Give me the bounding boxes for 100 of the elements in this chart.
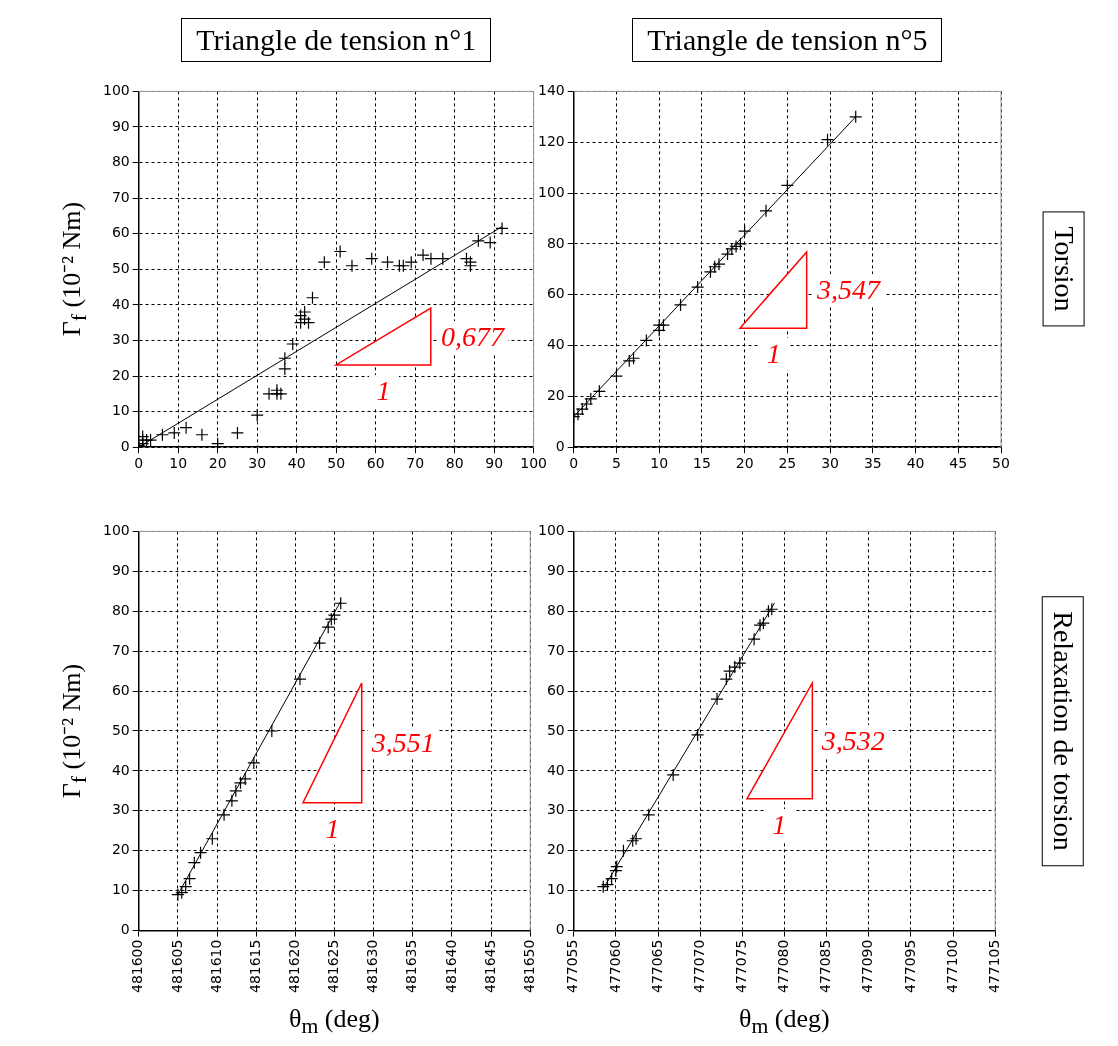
x-tick-label: 70 <box>406 455 425 472</box>
point <box>780 178 794 193</box>
point <box>380 255 395 269</box>
point <box>171 888 185 902</box>
point <box>247 756 261 770</box>
x-tick-label: 481615 <box>246 939 263 994</box>
point <box>274 387 288 401</box>
y-tick-label: 10 <box>546 881 565 898</box>
point <box>719 672 733 686</box>
x-tick-label: 477070 <box>690 939 707 994</box>
y-tick-label: 90 <box>546 561 565 578</box>
point <box>312 636 327 650</box>
point <box>225 794 239 808</box>
point <box>616 844 631 858</box>
y-tick-label: 90 <box>111 561 130 578</box>
x-axis-title: θ$_{m}$ (deg) <box>288 1004 380 1040</box>
x-tick-label: 35 <box>863 455 882 472</box>
point <box>691 728 705 742</box>
point <box>334 596 348 610</box>
x-tick-label: 481645 <box>481 939 498 994</box>
point <box>233 776 248 790</box>
point <box>471 234 485 248</box>
y-tick-label: 100 <box>537 522 565 539</box>
y-tick-label: 0 <box>555 921 565 938</box>
x-tick-label: 477085 <box>817 939 834 994</box>
point <box>747 632 761 646</box>
x-tick-label: 477095 <box>901 939 918 994</box>
y-tick-label: 20 <box>546 387 565 404</box>
y-tick-label: 0 <box>555 437 565 454</box>
text: Relaxation de torsion <box>1041 596 1084 866</box>
y-tick-label: 140 <box>537 82 565 99</box>
text: Torsion <box>1042 211 1085 327</box>
annotation: 1 <box>317 812 348 845</box>
x-tick-label: 10 <box>650 455 669 472</box>
point <box>324 612 338 626</box>
point <box>238 772 252 786</box>
y-tick-label: 10 <box>111 881 130 898</box>
point <box>626 351 641 365</box>
x-tick-label: 40 <box>287 455 306 472</box>
point <box>592 384 606 398</box>
y-tick-label: 80 <box>546 234 565 251</box>
point <box>738 224 752 238</box>
point <box>270 383 284 397</box>
y-tick-label: 100 <box>102 82 130 99</box>
point <box>321 620 335 634</box>
x-tick-label: 477060 <box>606 939 623 994</box>
y-tick-label: 90 <box>111 117 130 134</box>
point <box>765 602 779 616</box>
y-tick-label: 100 <box>102 522 130 539</box>
point <box>278 351 292 365</box>
y-tick-label: 100 <box>537 183 565 200</box>
x-tick-label: 80 <box>445 455 464 472</box>
point <box>345 259 359 273</box>
point <box>820 133 835 147</box>
point <box>333 244 347 259</box>
point <box>596 880 610 894</box>
x-tick-label: 20 <box>735 455 754 472</box>
point <box>317 255 331 269</box>
point <box>673 298 688 312</box>
point <box>703 265 718 279</box>
point <box>396 259 410 273</box>
y-tick-label: 70 <box>111 641 130 658</box>
point <box>305 291 320 305</box>
y-tick-label: 60 <box>111 224 130 241</box>
x-tick-label: 25 <box>778 455 797 472</box>
point <box>728 660 742 674</box>
annotation: 3,547 <box>813 273 885 306</box>
y-tick-label: 80 <box>546 601 565 618</box>
y-tick-label: 50 <box>546 721 565 738</box>
x-tick-label: 30 <box>248 455 267 472</box>
y-tick-label: 0 <box>120 437 130 454</box>
annotation: 3,551 <box>367 726 439 759</box>
x-tick-label: 100 <box>520 455 548 472</box>
x-tick-label: 481600 <box>129 939 146 994</box>
annotation: 0,677 <box>436 320 508 353</box>
x-tick-label: 40 <box>906 455 925 472</box>
point <box>404 255 418 269</box>
y-tick-label: 20 <box>546 841 565 858</box>
x-tick-label: 90 <box>485 455 504 472</box>
annotation: 1 <box>758 337 789 370</box>
x-tick-label: 0 <box>134 455 144 472</box>
point <box>205 832 219 846</box>
x-tick-label: 477075 <box>732 939 749 994</box>
annotation: 3,532 <box>817 724 889 757</box>
x-tick-label: 60 <box>366 455 385 472</box>
point <box>167 426 181 440</box>
point <box>193 846 208 860</box>
y-tick-label: 60 <box>546 285 565 302</box>
point <box>365 252 379 266</box>
chart-title: Triangle de tension n°1 <box>181 18 492 62</box>
point <box>609 864 623 878</box>
point <box>179 880 193 894</box>
point <box>286 337 300 351</box>
point <box>179 421 193 435</box>
point <box>195 428 209 442</box>
annotation: 1 <box>764 808 795 841</box>
chart-title: Triangle de tension n°5 <box>632 18 943 62</box>
x-tick-label: 481605 <box>168 939 185 994</box>
y-tick-label: 40 <box>111 761 130 778</box>
point <box>761 604 776 618</box>
